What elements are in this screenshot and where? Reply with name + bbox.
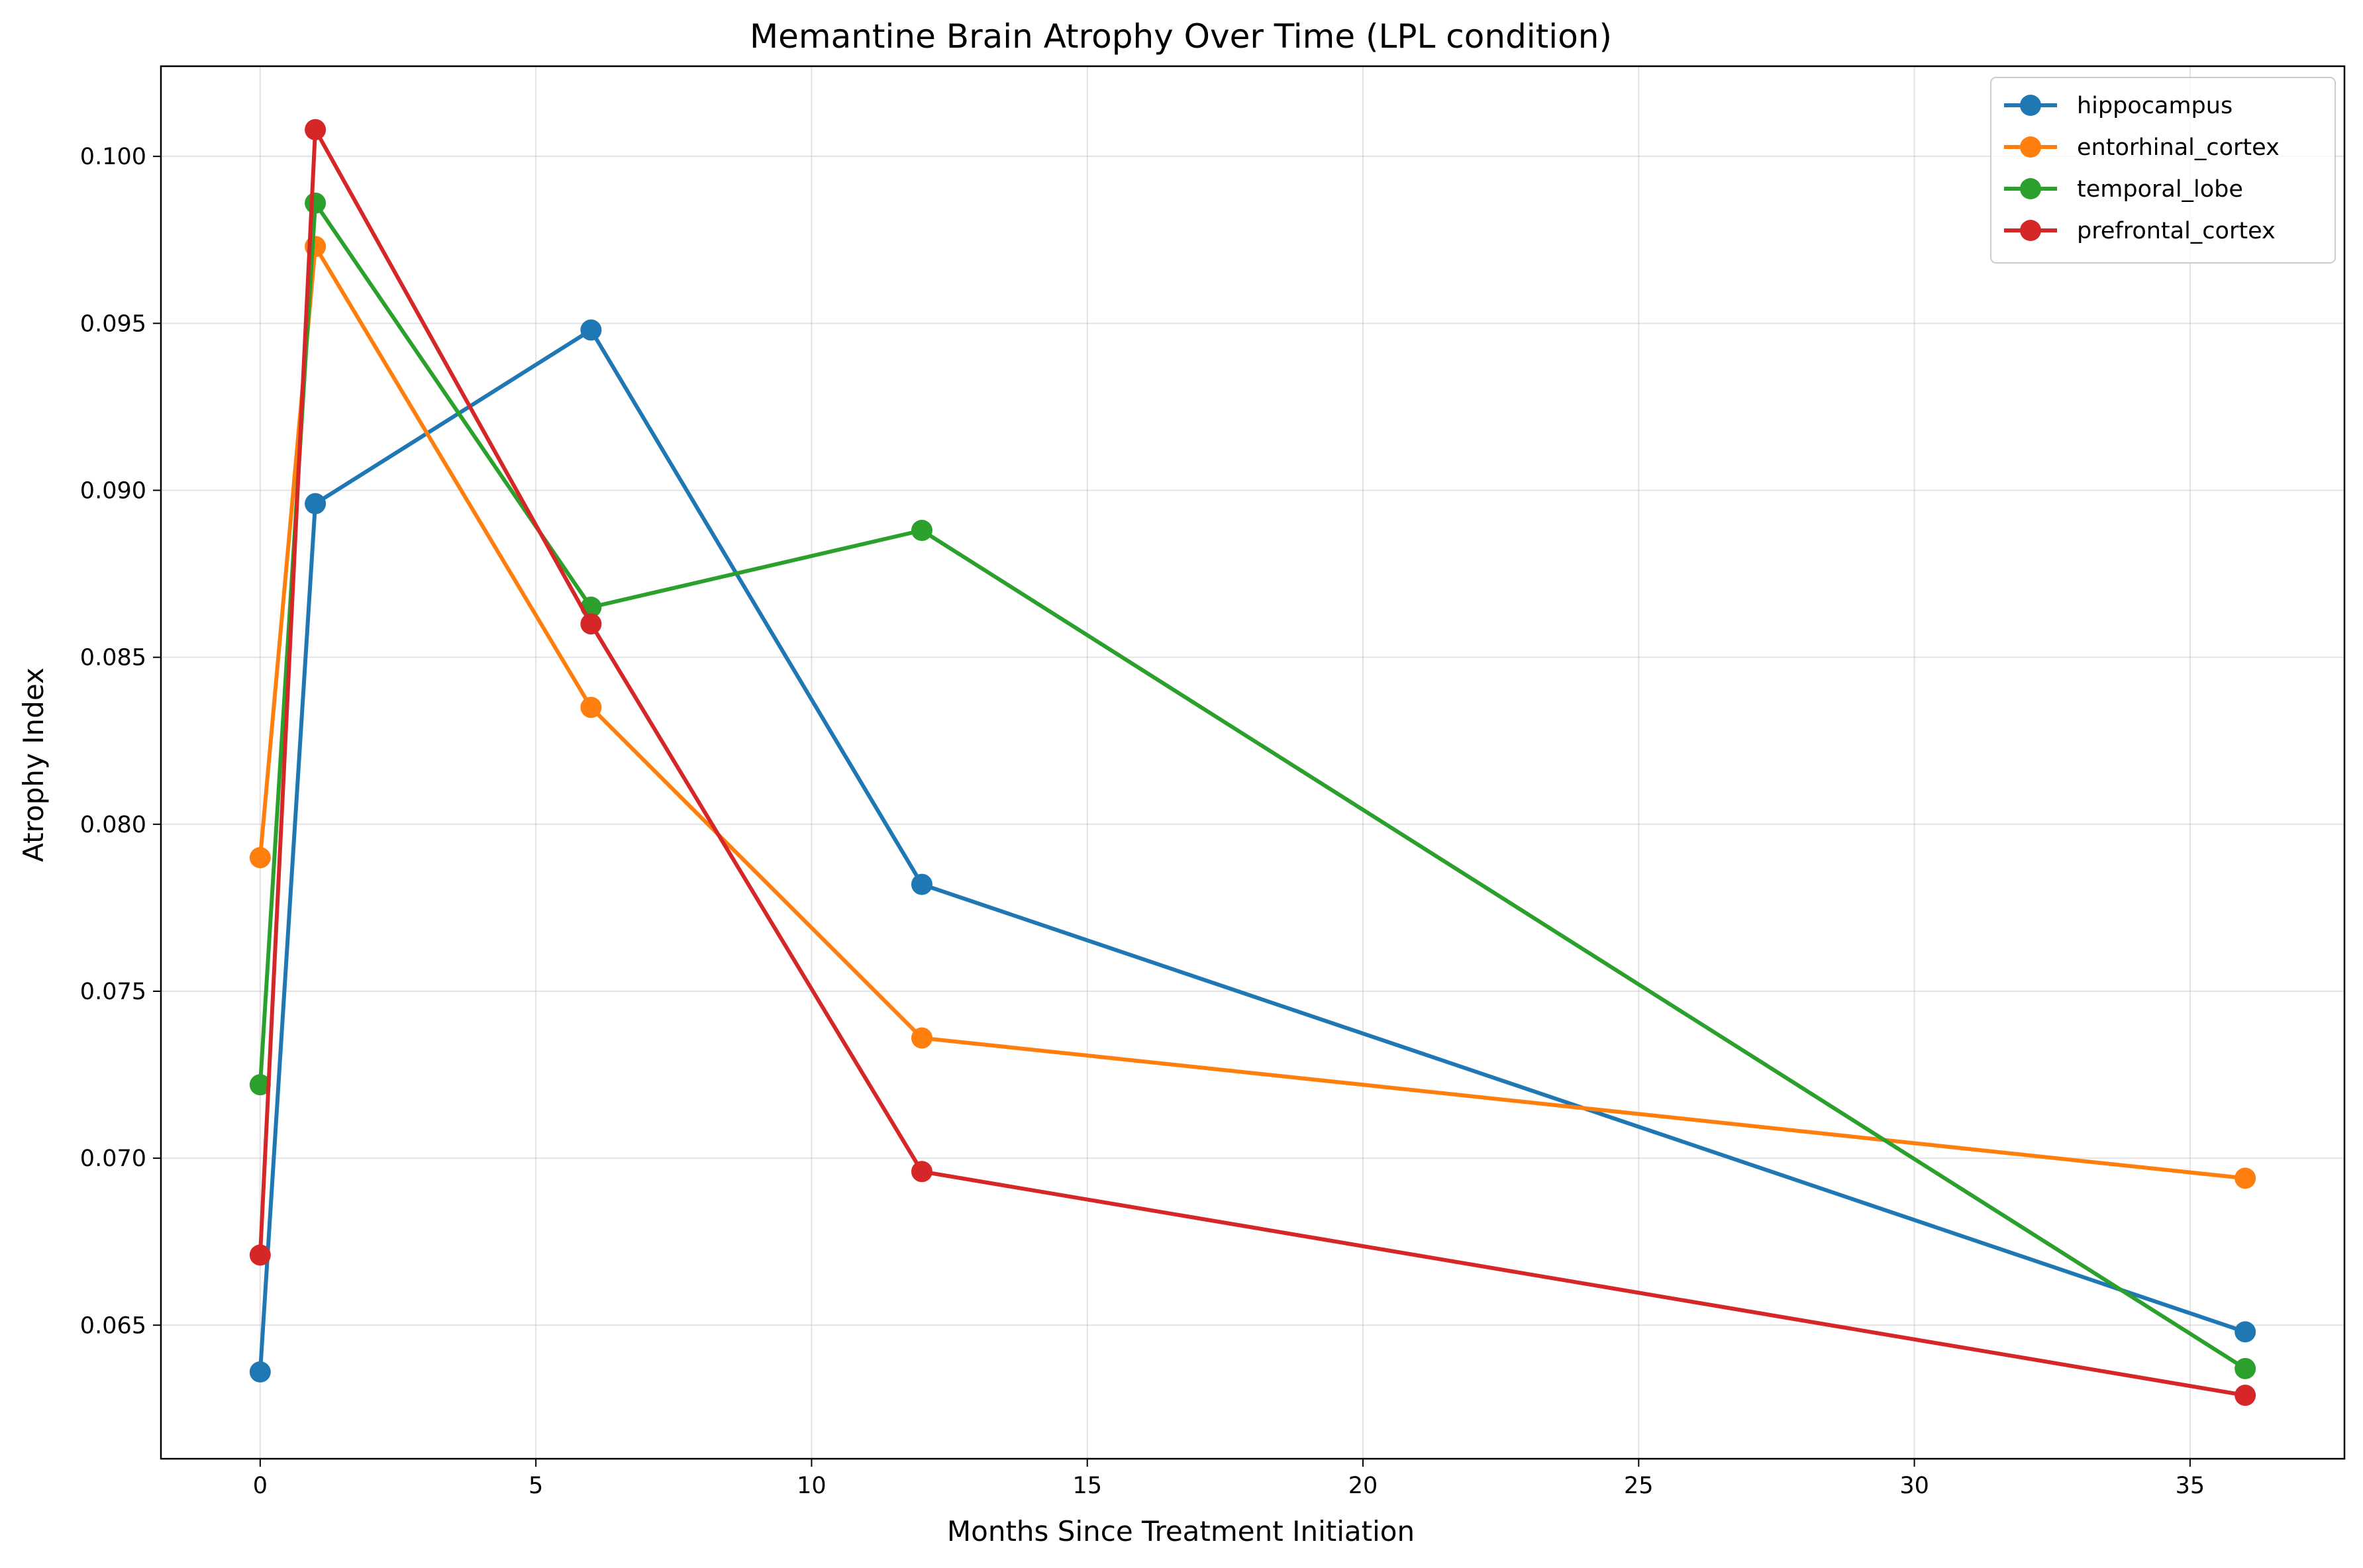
y-tick-label: 0.095: [80, 311, 146, 337]
data-point-entorhinal_cortex: [580, 697, 602, 718]
axis-ticks: 0 5 10 15 20 25 30 35 0.065 0.070 0.075 0.080 0.085 0…: [80, 144, 2205, 1499]
data-point-hippocampus: [2235, 1321, 2256, 1343]
x-tick-label: 15: [1072, 1473, 1102, 1499]
x-tick-label: 5: [528, 1473, 543, 1499]
legend: hippocampus entorhinal_cortex temporal_lob…: [1990, 77, 2336, 264]
data-point-prefrontal_cortex: [249, 1244, 271, 1266]
x-tick-label: 20: [1348, 1473, 1378, 1499]
legend-swatch-marker: [2020, 95, 2041, 116]
legend-item-hippocampus: hippocampus: [2004, 93, 2233, 119]
data-point-hippocampus: [911, 873, 932, 895]
y-tick-label: 0.090: [80, 477, 146, 504]
data-point-prefrontal_cortex: [911, 1161, 932, 1183]
legend-swatch-marker: [2020, 136, 2041, 158]
y-tick-label: 0.065: [80, 1312, 146, 1339]
legend-item-entorhinal_cortex: entorhinal_cortex: [2004, 134, 2280, 161]
legend-label: hippocampus: [2077, 93, 2233, 119]
y-tick-label: 0.085: [80, 645, 146, 671]
data-point-entorhinal_cortex: [249, 847, 271, 869]
legend-label: entorhinal_cortex: [2077, 134, 2280, 161]
legend-label: prefrontal_cortex: [2077, 218, 2276, 244]
legend-swatch-marker: [2020, 178, 2041, 199]
y-tick-label: 0.070: [80, 1146, 146, 1172]
y-axis-label: Atrophy Index: [17, 667, 50, 862]
legend-box: [1990, 77, 2336, 264]
data-point-prefrontal_cortex: [305, 119, 327, 140]
y-tick-label: 0.100: [80, 144, 146, 170]
data-point-prefrontal_cortex: [2235, 1385, 2256, 1406]
data-point-entorhinal_cortex: [911, 1027, 932, 1049]
data-point-entorhinal_cortex: [2235, 1167, 2256, 1189]
grid-lines: [161, 66, 2344, 1459]
data-point-prefrontal_cortex: [580, 613, 602, 635]
y-tick-label: 0.075: [80, 979, 146, 1005]
x-tick-label: 10: [797, 1473, 827, 1499]
legend-label: temporal_lobe: [2077, 176, 2243, 203]
y-tick-label: 0.080: [80, 812, 146, 838]
legend-item-prefrontal_cortex: prefrontal_cortex: [2004, 218, 2276, 244]
x-tick-label: 30: [1899, 1473, 1929, 1499]
series-hippocampus: [249, 319, 2256, 1383]
data-point-temporal_lobe: [2235, 1357, 2256, 1379]
chart-title: Memantine Brain Atrophy Over Time (LPL c…: [750, 17, 1612, 56]
data-point-temporal_lobe: [911, 520, 932, 541]
series-layer: [249, 119, 2256, 1406]
data-point-hippocampus: [249, 1361, 271, 1383]
data-point-temporal_lobe: [305, 192, 327, 214]
x-tick-label: 25: [1624, 1473, 1654, 1499]
data-point-hippocampus: [305, 493, 327, 514]
x-axis-label: Months Since Treatment Initiation: [947, 1515, 1415, 1547]
legend-item-temporal_lobe: temporal_lobe: [2004, 176, 2243, 203]
plot-frame: [160, 65, 2346, 1460]
series-prefrontal_cortex: [249, 119, 2256, 1406]
data-point-hippocampus: [580, 319, 602, 341]
legend-swatch-marker: [2020, 220, 2041, 241]
x-tick-label: 35: [2176, 1473, 2205, 1499]
data-point-temporal_lobe: [249, 1074, 271, 1096]
x-tick-label: 0: [253, 1473, 268, 1499]
